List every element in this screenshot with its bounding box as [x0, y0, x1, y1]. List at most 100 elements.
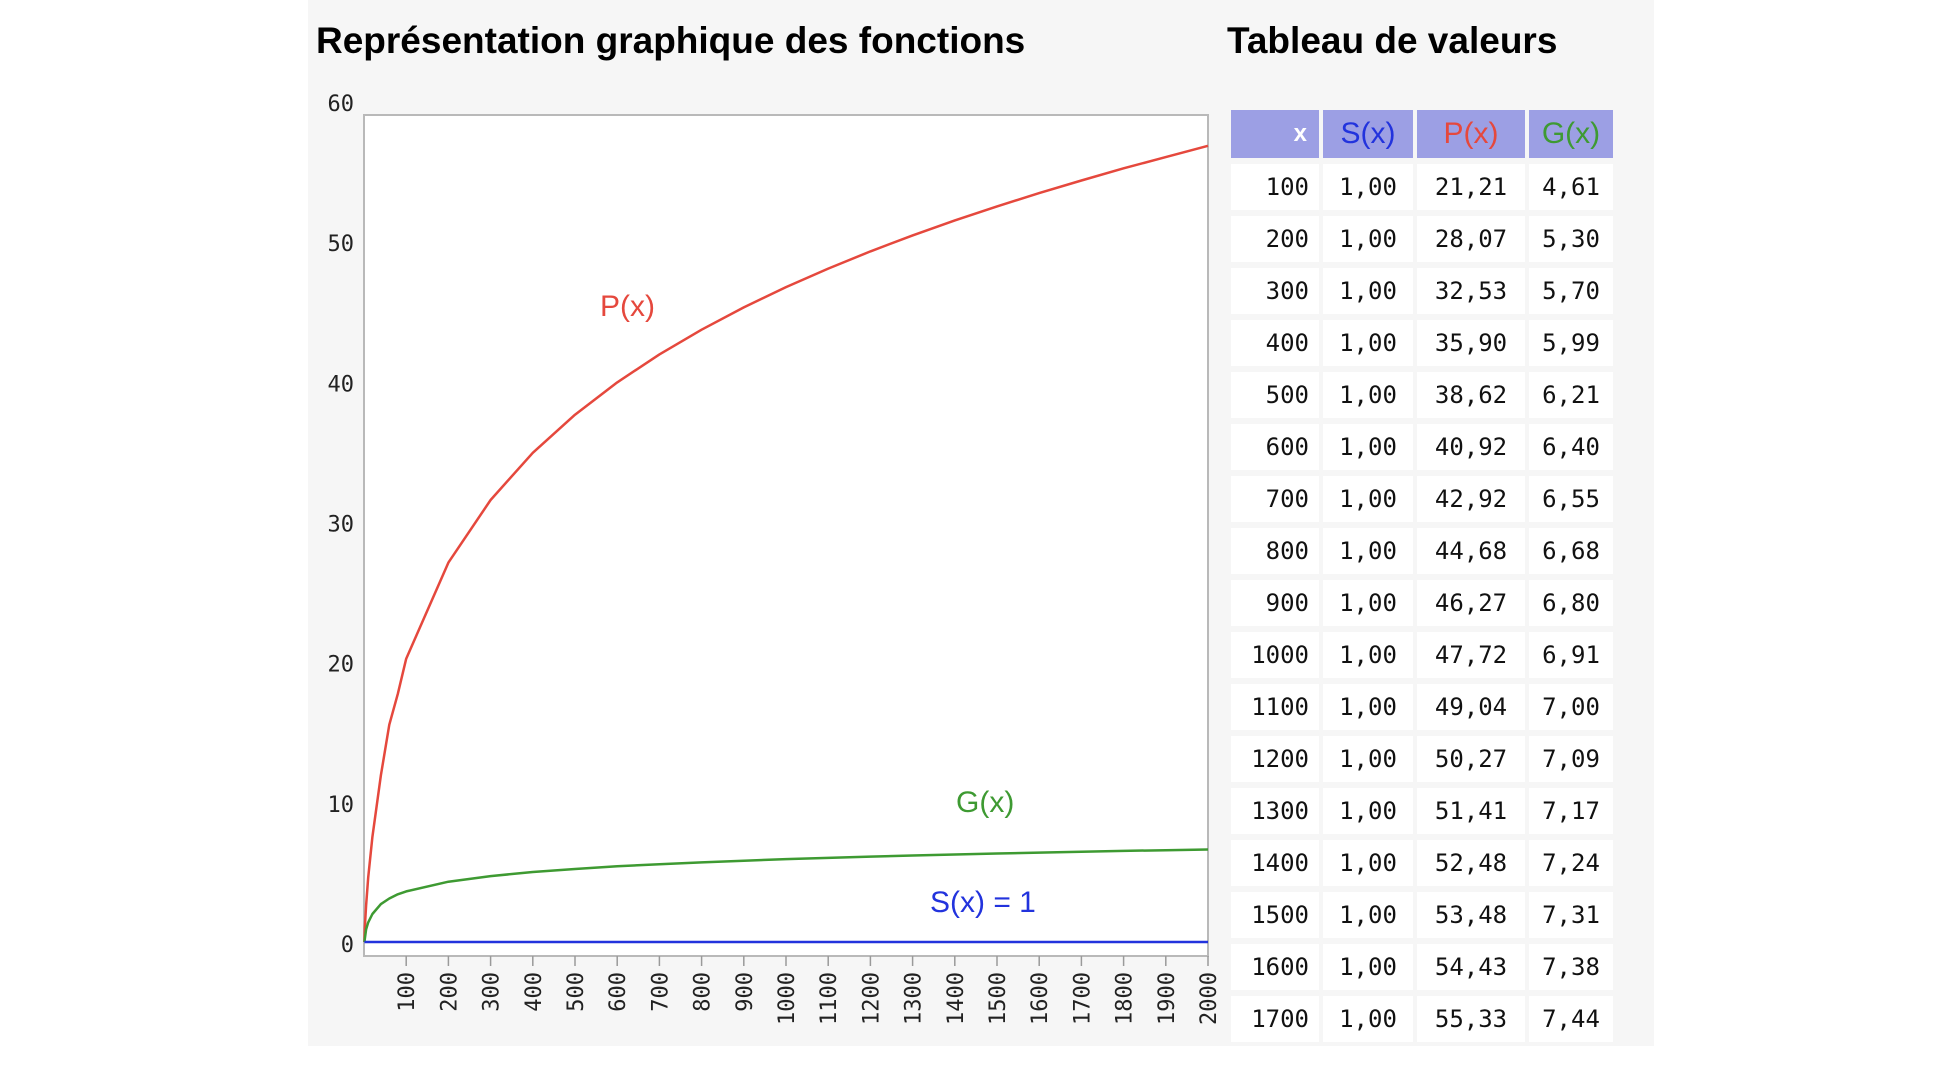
table-row: 500 1,00 38,62 6,21 — [1231, 372, 1613, 418]
x-tick-label: 1200 — [859, 972, 884, 1025]
cell-s: 1,00 — [1323, 476, 1413, 522]
cell-p: 40,92 — [1417, 424, 1525, 470]
table-header-row: x S(x) P(x) G(x) — [1231, 110, 1613, 158]
cell-g: 6,80 — [1529, 580, 1613, 626]
series-labels: P(x) G(x) S(x) = 1 — [600, 290, 1036, 919]
cell-x: 1400 — [1231, 840, 1319, 886]
y-tick-label: 0 — [341, 933, 354, 958]
y-tick-label: 20 — [328, 653, 355, 678]
x-tick-label: 2000 — [1197, 972, 1222, 1025]
table-row: 1200 1,00 50,27 7,09 — [1231, 736, 1613, 782]
table-body: 100 1,00 21,21 4,61 200 1,00 28,07 5,30 300 1,00 3… — [1231, 164, 1613, 1042]
cell-s: 1,00 — [1323, 528, 1413, 574]
header-p: P(x) — [1417, 110, 1525, 158]
cell-x: 200 — [1231, 216, 1319, 262]
series-label-px: P(x) — [600, 290, 655, 323]
cell-x: 1100 — [1231, 684, 1319, 730]
cell-s: 1,00 — [1323, 372, 1413, 418]
table-row: 1000 1,00 47,72 6,91 — [1231, 632, 1613, 678]
x-tick-label: 1000 — [775, 972, 800, 1025]
cell-s: 1,00 — [1323, 788, 1413, 834]
x-tick-label: 300 — [480, 972, 505, 1012]
cell-p: 38,62 — [1417, 372, 1525, 418]
cell-p: 47,72 — [1417, 632, 1525, 678]
cell-x: 800 — [1231, 528, 1319, 574]
series-label-gx: G(x) — [956, 786, 1014, 819]
y-tick-label: 60 — [328, 92, 355, 117]
cell-g: 5,70 — [1529, 268, 1613, 314]
cell-g: 7,09 — [1529, 736, 1613, 782]
cell-g: 7,31 — [1529, 892, 1613, 938]
header-x: x — [1231, 110, 1319, 158]
cell-g: 6,91 — [1529, 632, 1613, 678]
cell-p: 50,27 — [1417, 736, 1525, 782]
cell-p: 35,90 — [1417, 320, 1525, 366]
table-row: 1300 1,00 51,41 7,17 — [1231, 788, 1613, 834]
x-tick-label: 1300 — [902, 972, 927, 1025]
series-lines — [363, 144, 1209, 944]
cell-s: 1,00 — [1323, 632, 1413, 678]
cell-p: 51,41 — [1417, 788, 1525, 834]
cell-s: 1,00 — [1323, 268, 1413, 314]
cell-g: 6,40 — [1529, 424, 1613, 470]
x-tick-label: 100 — [395, 972, 420, 1012]
cell-g: 7,38 — [1529, 944, 1613, 990]
table-row: 400 1,00 35,90 5,99 — [1231, 320, 1613, 366]
header-s: S(x) — [1323, 110, 1413, 158]
cell-x: 900 — [1231, 580, 1319, 626]
cell-s: 1,00 — [1323, 320, 1413, 366]
cell-x: 1500 — [1231, 892, 1319, 938]
chart-heading: Représentation graphique des fonctions — [316, 20, 1026, 61]
cell-g: 7,24 — [1529, 840, 1613, 886]
cell-s: 1,00 — [1323, 736, 1413, 782]
y-tick-label: 40 — [328, 372, 355, 397]
cell-s: 1,00 — [1323, 996, 1413, 1042]
cell-s: 1,00 — [1323, 684, 1413, 730]
cell-g: 6,68 — [1529, 528, 1613, 574]
table-row: 600 1,00 40,92 6,40 — [1231, 424, 1613, 470]
table-row: 1400 1,00 52,48 7,24 — [1231, 840, 1613, 886]
table-row: 1700 1,00 55,33 7,44 — [1231, 996, 1613, 1042]
cell-s: 1,00 — [1323, 580, 1413, 626]
cell-s: 1,00 — [1323, 944, 1413, 990]
table-row: 800 1,00 44,68 6,68 — [1231, 528, 1613, 574]
x-tick-label: 600 — [606, 972, 631, 1012]
x-tick-label: 1100 — [817, 972, 842, 1025]
table-row: 1100 1,00 49,04 7,00 — [1231, 684, 1613, 730]
cell-s: 1,00 — [1323, 216, 1413, 262]
y-tick-label: 50 — [328, 232, 355, 257]
table-row: 900 1,00 46,27 6,80 — [1231, 580, 1613, 626]
cell-x: 100 — [1231, 164, 1319, 210]
header-g: G(x) — [1529, 110, 1613, 158]
cell-g: 6,21 — [1529, 372, 1613, 418]
x-tick-label: 1900 — [1155, 972, 1180, 1025]
table-row: 1600 1,00 54,43 7,38 — [1231, 944, 1613, 990]
cell-g: 4,61 — [1529, 164, 1613, 210]
x-tick-label: 500 — [564, 972, 589, 1012]
cell-s: 1,00 — [1323, 424, 1413, 470]
table-row: 300 1,00 32,53 5,70 — [1231, 268, 1613, 314]
x-tick-label: 1500 — [986, 972, 1011, 1025]
cell-x: 1300 — [1231, 788, 1319, 834]
cell-x: 400 — [1231, 320, 1319, 366]
cell-x: 700 — [1231, 476, 1319, 522]
cell-s: 1,00 — [1323, 164, 1413, 210]
table-row: 1500 1,00 53,48 7,31 — [1231, 892, 1613, 938]
cell-x: 1600 — [1231, 944, 1319, 990]
table-row: 700 1,00 42,92 6,55 — [1231, 476, 1613, 522]
table-row: 100 1,00 21,21 4,61 — [1231, 164, 1613, 210]
cell-x: 300 — [1231, 268, 1319, 314]
cell-p: 28,07 — [1417, 216, 1525, 262]
cell-g: 5,99 — [1529, 320, 1613, 366]
cell-p: 55,33 — [1417, 996, 1525, 1042]
x-tick-label: 1700 — [1070, 972, 1095, 1025]
x-tick-label: 1800 — [1113, 972, 1138, 1025]
cell-p: 44,68 — [1417, 528, 1525, 574]
cell-p: 32,53 — [1417, 268, 1525, 314]
cell-g: 6,55 — [1529, 476, 1613, 522]
y-axis: 0 10 20 30 40 50 60 — [328, 92, 355, 958]
cell-p: 49,04 — [1417, 684, 1525, 730]
cell-g: 7,44 — [1529, 996, 1613, 1042]
cell-g: 7,00 — [1529, 684, 1613, 730]
